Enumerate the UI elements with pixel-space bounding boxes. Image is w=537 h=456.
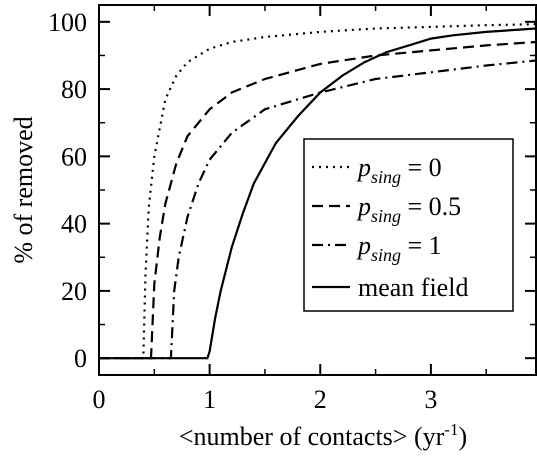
x-tick-label: 1 (203, 385, 216, 414)
legend-label-value: = 1 (401, 231, 442, 260)
x-axis-label: <number of contacts> (yr-1) (179, 420, 467, 451)
series-line-2 (99, 59, 537, 360)
legend-label-1: psing = 0.5 (356, 192, 461, 226)
legend-label-value: = 0 (401, 153, 442, 182)
x-tick-label: 3 (424, 385, 437, 414)
series-line-3 (99, 27, 537, 360)
x-axis-label-close: ) (458, 422, 467, 451)
legend-label-subscript: sing (371, 206, 401, 226)
legend-label-0: psing = 0 (356, 153, 442, 187)
x-tick-label: 2 (314, 385, 327, 414)
legend-label-symbol: p (356, 231, 371, 260)
legend-label-value: = 0.5 (401, 192, 461, 221)
legend-box (303, 138, 514, 312)
x-tick-label: 0 (93, 385, 106, 414)
y-tick-label: 60 (61, 142, 87, 171)
legend-label-symbol: p (356, 153, 371, 182)
plot-lines (99, 23, 537, 360)
y-axis-label: % of removed (9, 116, 38, 263)
y-tick-label: 100 (48, 8, 87, 37)
x-axis-label-main: <number of contacts> (yr (179, 422, 445, 451)
legend-label-symbol: p (356, 192, 371, 221)
axis-ticks: 0 1 2 3 0 20 40 60 80 100 (48, 5, 536, 414)
y-tick-label: 40 (61, 210, 87, 239)
series-line-1 (99, 40, 537, 360)
legend-label-subscript: sing (371, 167, 401, 187)
series-line-0 (99, 23, 537, 360)
legend-label-subscript: sing (371, 245, 401, 265)
y-tick-label: 20 (61, 277, 87, 306)
plot-frame (98, 4, 537, 376)
legend-label-3: mean field (358, 273, 468, 302)
x-axis-label-superscript: -1 (444, 420, 458, 439)
y-tick-label: 0 (74, 344, 87, 373)
y-tick-label: 80 (61, 75, 87, 104)
legend-label-2: psing = 1 (356, 231, 442, 265)
